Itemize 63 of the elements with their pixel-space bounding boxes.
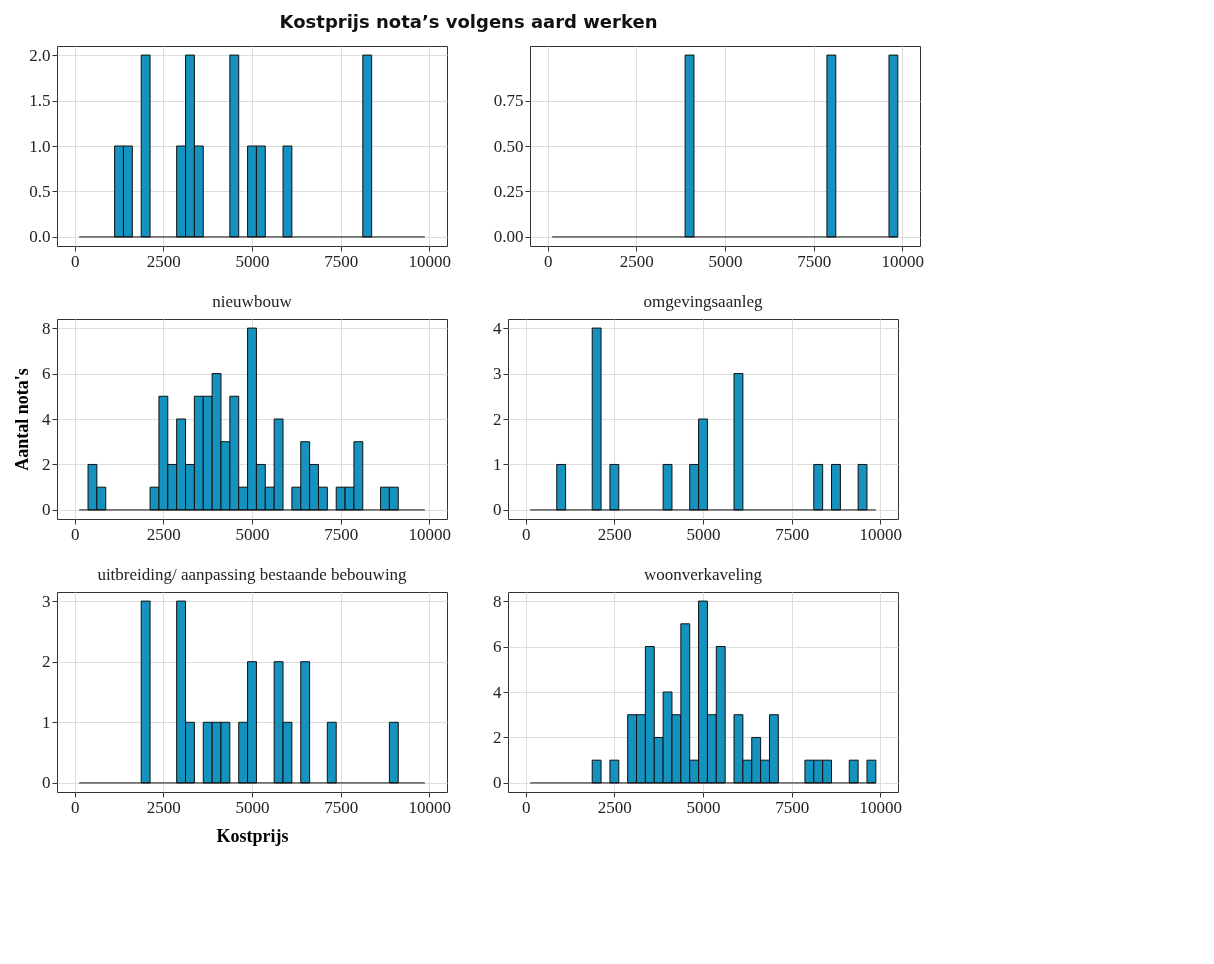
x-tick-label: 7500 (324, 251, 359, 271)
y-tick-label: 0 (493, 500, 502, 520)
x-tick-label: 2500 (146, 251, 181, 271)
y-tick-label: 4 (42, 409, 51, 429)
y-tick-label: 0.0 (29, 227, 51, 247)
x-tick-label: 2500 (597, 797, 632, 817)
y-tick-label: 0.75 (493, 91, 524, 111)
y-tick-label: 3 (493, 364, 502, 384)
x-tick-label: 5000 (235, 524, 270, 544)
x-tick-label: 5000 (686, 524, 721, 544)
x-tick-label: 5000 (235, 797, 270, 817)
x-tick-label: 7500 (775, 797, 810, 817)
y-tick-label: 0 (42, 500, 51, 520)
y-tick-label: 4 (493, 682, 502, 702)
y-tick-label: 1 (42, 712, 51, 732)
y-tick-label: 2.0 (29, 45, 51, 65)
y-tick-label: 0 (493, 773, 502, 793)
y-tick-label: 8 (493, 591, 502, 611)
y-tick-label: 2 (493, 727, 502, 747)
y-tick-label: 0.25 (493, 181, 524, 201)
y-tick-label: 2 (493, 409, 502, 429)
y-tick-label: 0 (42, 773, 51, 793)
y-tick-label: 1.0 (29, 136, 51, 156)
chart-title: nieuwbouw (212, 292, 293, 311)
x-tick-label: 10000 (859, 797, 903, 817)
y-tick-label: 6 (42, 364, 51, 384)
x-tick-label: 5000 (686, 797, 721, 817)
x-tick-label: 10000 (408, 797, 452, 817)
x-tick-label: 0 (543, 251, 553, 271)
x-tick-label: 10000 (859, 524, 903, 544)
y-tick-label: 3 (42, 591, 51, 611)
y-tick-label: 2 (42, 454, 51, 474)
x-tick-label: 10000 (408, 524, 452, 544)
x-tick-label: 7500 (797, 251, 832, 271)
chart-title: omgevingsaanleg (643, 292, 763, 311)
x-tick-label: 2500 (146, 797, 181, 817)
x-tick-label: 7500 (324, 797, 359, 817)
chart-title: Kostprijs nota’s volgens aard werken (279, 10, 658, 32)
y-tick-label: 1.5 (29, 91, 51, 111)
y-axis-title: Aantal nota's (12, 368, 32, 471)
y-tick-label: 0.00 (493, 227, 524, 247)
y-tick-label: 2 (42, 652, 51, 672)
y-tick-label: 0.50 (493, 136, 524, 156)
x-tick-label: 0 (70, 524, 80, 544)
x-tick-label: 0 (70, 251, 80, 271)
y-tick-label: 0.5 (29, 181, 51, 201)
y-tick-label: 1 (493, 454, 502, 474)
y-tick-label: 8 (42, 318, 51, 338)
x-axis-title: Kostprijs (216, 825, 289, 846)
x-tick-label: 5000 (708, 251, 743, 271)
x-tick-label: 2500 (619, 251, 654, 271)
chart-title: uitbreiding/ aanpassing bestaande bebouwing (97, 565, 408, 584)
x-tick-label: 5000 (235, 251, 270, 271)
chart-title: woonverkaveling (643, 565, 763, 584)
x-tick-label: 0 (70, 797, 80, 817)
y-tick-label: 6 (493, 637, 502, 657)
x-tick-label: 10000 (408, 251, 452, 271)
x-tick-label: 7500 (775, 524, 810, 544)
x-tick-label: 10000 (881, 251, 925, 271)
x-tick-label: 7500 (324, 524, 359, 544)
x-tick-label: 2500 (146, 524, 181, 544)
y-tick-label: 4 (493, 318, 502, 338)
x-tick-label: 2500 (597, 524, 632, 544)
